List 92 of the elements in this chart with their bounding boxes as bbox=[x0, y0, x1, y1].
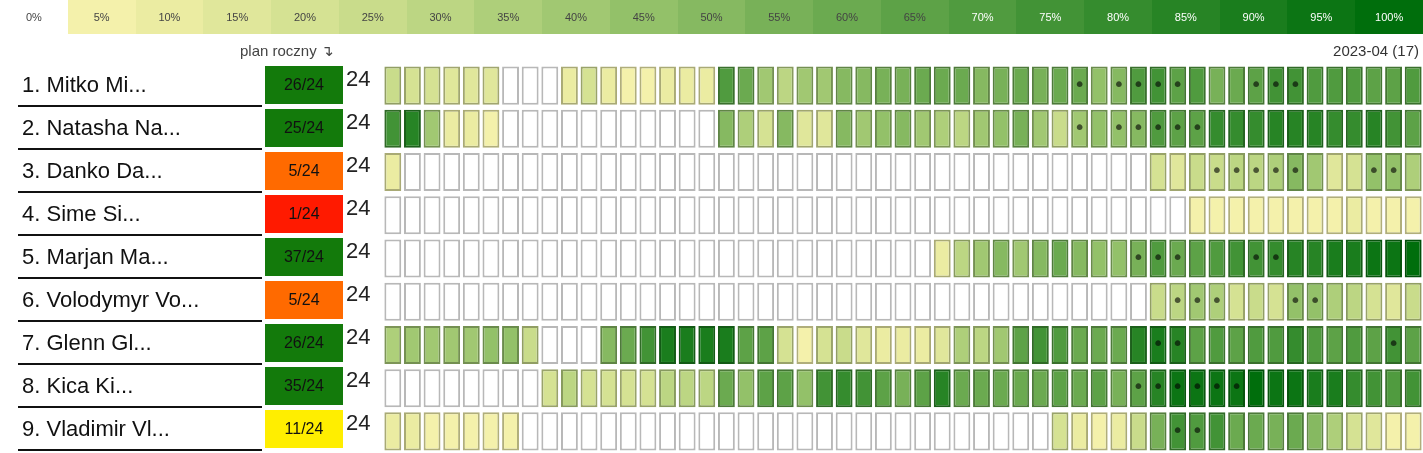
data-label: • bbox=[1191, 374, 1204, 399]
data-label: • bbox=[1289, 158, 1302, 183]
y-tick-label: 6. Volodymyr Vo... bbox=[22, 286, 200, 314]
color-bar-label: 20% bbox=[271, 0, 339, 34]
text: 1/24 bbox=[265, 195, 343, 233]
y-tick-label: 7. Glenn Gl... bbox=[22, 329, 152, 357]
data-label: • bbox=[1250, 244, 1263, 269]
data-label: • bbox=[1152, 71, 1164, 96]
color-bar-label: 65% bbox=[880, 0, 949, 34]
data-label: • bbox=[1132, 71, 1145, 96]
text: 24 bbox=[346, 367, 371, 393]
color-bar-label: 55% bbox=[745, 0, 814, 34]
data-label: • bbox=[1171, 71, 1184, 96]
data-label: • bbox=[1132, 115, 1145, 140]
data-label: • bbox=[1289, 71, 1302, 96]
data-label: • bbox=[1250, 71, 1263, 96]
color-bar-label: 40% bbox=[542, 0, 610, 34]
data-label: • bbox=[1171, 417, 1184, 442]
text: 26/24 bbox=[265, 324, 343, 362]
color-bar-label: 5% bbox=[67, 0, 136, 34]
color-bar-label: 95% bbox=[1287, 0, 1356, 34]
color-bar-label: 90% bbox=[1219, 0, 1288, 34]
y-tick-label: 1. Mitko Mi... bbox=[22, 71, 147, 99]
y-tick-label: 2. Natasha Na... bbox=[22, 114, 181, 142]
data-label: • bbox=[1211, 374, 1223, 399]
color-bar-label: 85% bbox=[1151, 0, 1220, 34]
data-label: • bbox=[1230, 374, 1243, 399]
color-bar-label: 15% bbox=[203, 0, 272, 34]
color-bar-label: 60% bbox=[813, 0, 881, 34]
data-label: • bbox=[1387, 158, 1400, 183]
y-tick-label: 4. Sime Si... bbox=[22, 200, 141, 228]
data-label: • bbox=[1211, 158, 1223, 183]
color-bar-label: 100% bbox=[1355, 0, 1423, 34]
data-label: • bbox=[1112, 115, 1125, 140]
color-bar-label: 30% bbox=[406, 0, 475, 34]
data-label: • bbox=[1230, 158, 1243, 183]
text: 24 bbox=[346, 152, 371, 178]
text: 24 bbox=[346, 410, 371, 436]
y-tick-label: 8. Kica Ki... bbox=[22, 372, 134, 400]
text: 5/24 bbox=[265, 281, 343, 319]
text: 24 bbox=[346, 109, 371, 135]
data-label: • bbox=[1387, 331, 1400, 356]
text: 24 bbox=[346, 324, 371, 350]
color-bar-label: 80% bbox=[1084, 0, 1152, 34]
data-label: • bbox=[1191, 287, 1204, 312]
data-label: • bbox=[1073, 71, 1086, 96]
y-tick-label: 5. Marjan Ma... bbox=[22, 243, 169, 271]
data-label: • bbox=[1171, 244, 1184, 269]
data-label: • bbox=[1289, 287, 1302, 312]
text: 35/24 bbox=[265, 367, 343, 405]
text: 24 bbox=[346, 66, 371, 92]
data-label: • bbox=[1191, 417, 1204, 442]
text: 24 bbox=[346, 281, 371, 307]
color-bar-label: 50% bbox=[677, 0, 746, 34]
color-bar-label: 75% bbox=[1016, 0, 1085, 34]
color-bar-label: 35% bbox=[474, 0, 543, 34]
data-label: • bbox=[1152, 374, 1164, 399]
text: 26/24 bbox=[265, 66, 343, 104]
y-tick-label: 9. Vladimir Vl... bbox=[22, 415, 170, 443]
data-label: • bbox=[1112, 71, 1125, 96]
data-label: • bbox=[1152, 331, 1164, 356]
data-label: • bbox=[1368, 158, 1380, 183]
text: 37/24 bbox=[265, 238, 343, 276]
text: 24 bbox=[346, 238, 371, 264]
text: 5/24 bbox=[265, 152, 343, 190]
text: 25/24 bbox=[265, 109, 343, 147]
data-label: • bbox=[1269, 158, 1282, 183]
data-label: • bbox=[1152, 244, 1164, 269]
data-label: • bbox=[1171, 331, 1184, 356]
data-label: • bbox=[1211, 287, 1223, 312]
data-label: • bbox=[1171, 374, 1184, 399]
data-label: • bbox=[1250, 158, 1263, 183]
color-bar-label: 0% bbox=[0, 0, 68, 34]
data-label: • bbox=[1073, 115, 1086, 140]
data-label: • bbox=[1132, 244, 1145, 269]
data-label: • bbox=[1191, 115, 1204, 140]
color-bar-label: 45% bbox=[609, 0, 678, 34]
data-label: • bbox=[1309, 287, 1321, 312]
text: plan roczny ↴ bbox=[240, 42, 334, 60]
color-bar-label: 70% bbox=[948, 0, 1017, 34]
data-label: • bbox=[1171, 115, 1184, 140]
data-label: • bbox=[1269, 244, 1282, 269]
y-tick-label: 3. Danko Da... bbox=[22, 157, 163, 185]
data-label: • bbox=[1132, 374, 1145, 399]
data-label: • bbox=[1152, 115, 1164, 140]
text: 2023-04 (17) bbox=[1333, 42, 1419, 59]
data-label: • bbox=[1269, 71, 1282, 96]
data-label: • bbox=[1171, 287, 1184, 312]
text: 24 bbox=[346, 195, 371, 221]
color-bar-label: 25% bbox=[338, 0, 407, 34]
text: 11/24 bbox=[265, 410, 343, 448]
color-bar-label: 10% bbox=[135, 0, 204, 34]
